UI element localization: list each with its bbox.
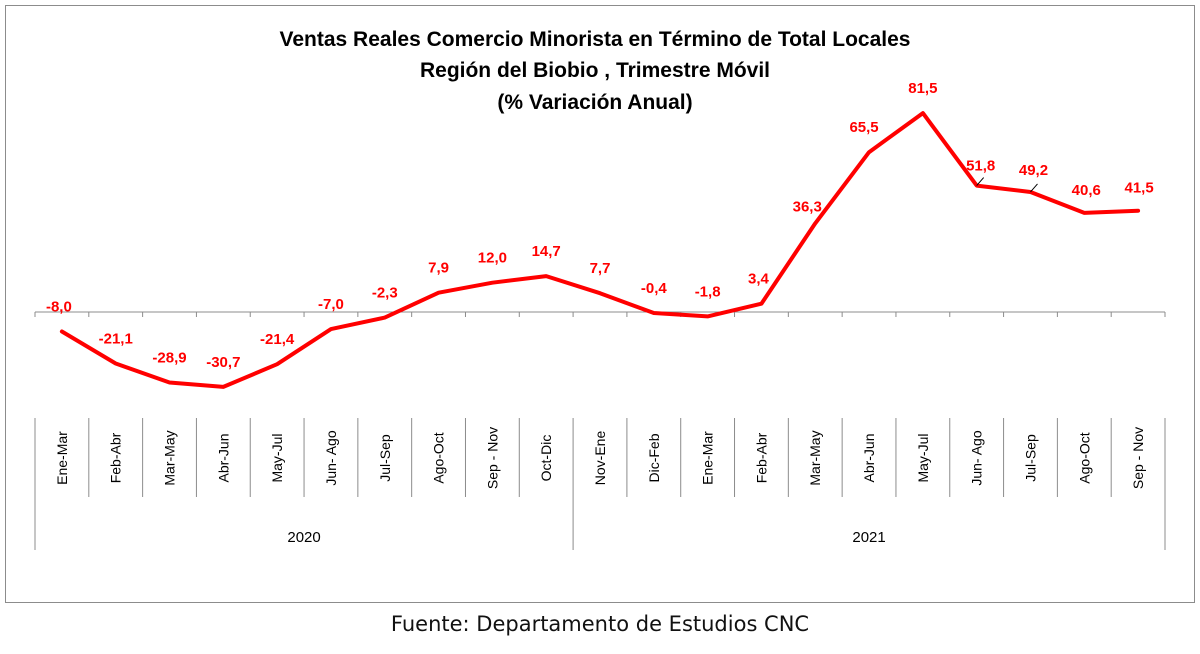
data-label: 36,3: [793, 198, 822, 215]
category-label: Abr-Jun: [861, 433, 877, 482]
category-label: Sep - Nov: [484, 427, 500, 489]
data-label: -8,0: [46, 299, 72, 316]
data-label: 7,9: [428, 260, 449, 277]
category-label: Jul-Sep: [377, 434, 393, 482]
data-label: -2,3: [372, 285, 398, 302]
category-label: Oct-Dic: [538, 435, 554, 482]
source-note: Fuente: Departamento de Estudios CNC: [390, 612, 810, 636]
series-line-path: [59, 111, 1141, 389]
series-line: [59, 111, 1141, 389]
category-axis-labels: Ene-Mar Feb-Abr Mar-May Abr-Jun May-Jul Jun- …: [54, 427, 1146, 546]
line-chart: Ventas Reales Comercio Minorista en Térm…: [34, 28, 1166, 550]
data-label: -21,1: [99, 330, 133, 347]
chart-title-line: Ventas Reales Comercio Minorista en Térm…: [280, 28, 911, 51]
data-labels: -8,0 -21,1 -28,9 -30,7 -21,4 -7,0 -2,3 7,9 12,0 1…: [46, 80, 1154, 371]
data-label: -1,8: [695, 283, 721, 300]
label-leader-line: [1030, 183, 1038, 193]
category-label: Mar-May: [162, 430, 178, 485]
data-label: 41,5: [1124, 180, 1153, 197]
x-axis: [34, 311, 1166, 550]
category-label: Feb-Abr: [753, 432, 769, 483]
data-label: -30,7: [206, 354, 240, 371]
category-label: Nov-Ene: [592, 431, 608, 486]
data-label: 81,5: [908, 80, 937, 97]
data-label: -28,9: [152, 350, 186, 367]
category-label: Jun- Ago: [969, 430, 985, 485]
category-label: Jun- Ago: [323, 430, 339, 485]
category-label: Sep - Nov: [1130, 427, 1146, 489]
category-label: Ene-Mar: [54, 431, 70, 485]
category-label: Feb-Abr: [108, 432, 124, 483]
category-label: Dic-Feb: [646, 433, 662, 482]
category-label: Ene-Mar: [700, 431, 716, 485]
data-label: 51,8: [966, 158, 995, 175]
data-label: 40,6: [1072, 182, 1101, 199]
data-label: 49,2: [1019, 162, 1048, 179]
category-label: Ago-Oct: [431, 432, 447, 483]
data-label: -21,4: [260, 331, 295, 348]
label-leader-line: [976, 177, 985, 186]
data-label: 12,0: [478, 250, 507, 267]
category-label: Abr-Jun: [215, 433, 231, 482]
chart-frame: [5, 5, 1195, 603]
year-group-label: 2020: [287, 529, 320, 546]
category-label: Mar-May: [807, 430, 823, 485]
data-label: 14,7: [532, 243, 561, 260]
data-label: -0,4: [641, 280, 668, 297]
data-label: 7,7: [590, 260, 611, 277]
data-label: 3,4: [748, 271, 770, 288]
chart-title-line: (% Variación Anual): [497, 91, 692, 114]
data-label: -7,0: [318, 296, 344, 313]
category-label: May-Jul: [915, 433, 931, 482]
chart-title-line: Región del Biobio , Trimestre Móvil: [420, 59, 770, 82]
chart-title: Ventas Reales Comercio Minorista en Térm…: [280, 28, 911, 114]
category-label: Ago-Oct: [1076, 432, 1092, 483]
data-label: 65,5: [849, 119, 878, 136]
category-label: Jul-Sep: [1022, 434, 1038, 482]
year-group-label: 2021: [852, 529, 885, 546]
category-label: May-Jul: [269, 433, 285, 482]
